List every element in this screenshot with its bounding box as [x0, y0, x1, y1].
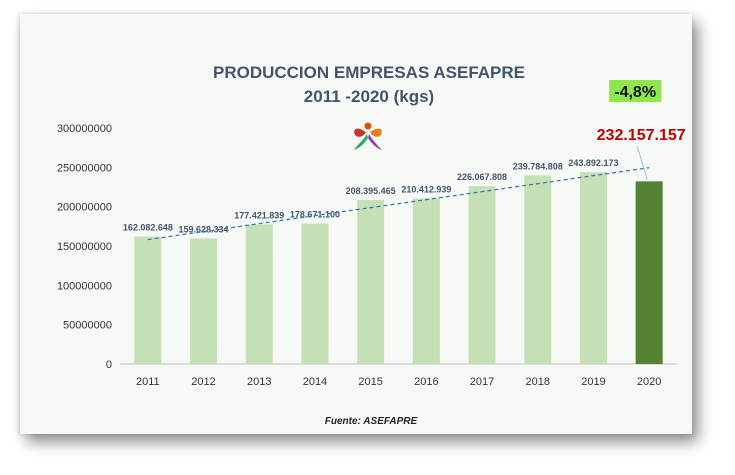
- chart-frame: PRODUCCION EMPRESAS ASEFAPRE 2011 -2020 …: [20, 14, 692, 434]
- y-tick-label: 50000000: [63, 320, 112, 332]
- x-tick-label: 2012: [191, 376, 215, 388]
- bar-data-label: 208.395.465: [346, 186, 396, 196]
- y-tick-label: 0: [106, 359, 112, 371]
- bar-data-label: 210.412.939: [401, 184, 451, 194]
- y-tick-label: 200000000: [57, 202, 112, 214]
- logo-leaf-left: [354, 128, 366, 137]
- chart-subtitle: 2011 -2020 (kgs): [304, 87, 434, 106]
- bar-data-label: 243.892.173: [568, 158, 618, 168]
- x-tick-label: 2011: [136, 376, 160, 388]
- bar-highlight: [635, 181, 663, 364]
- bar-data-label: 162.082.648: [123, 222, 173, 232]
- bars: [134, 172, 663, 364]
- bar: [190, 238, 218, 364]
- x-tick-label: 2013: [247, 376, 271, 388]
- logo-leaf-right: [370, 128, 382, 137]
- bar: [524, 175, 552, 364]
- y-tick-label: 150000000: [57, 241, 112, 253]
- bar: [579, 172, 607, 364]
- x-tick-label: 2016: [414, 376, 438, 388]
- bar-data-label: 159.628.334: [179, 224, 229, 234]
- source-note: Fuente: ASEFAPRE: [325, 416, 418, 427]
- trend-line: [147, 167, 650, 241]
- bar: [468, 186, 496, 364]
- change-badge-text: -4,8%: [614, 84, 656, 101]
- bar: [301, 223, 329, 364]
- brand-logo: [354, 122, 382, 150]
- x-tick-label: 2017: [470, 376, 494, 388]
- x-tick-label: 2020: [637, 376, 661, 388]
- change-badge: [609, 80, 662, 102]
- y-tick-label: 250000000: [57, 162, 112, 174]
- bar: [412, 198, 440, 364]
- data-labels: 162.082.648 159.628.334 177.421.839 178.671…: [123, 158, 619, 234]
- y-tick-label: 100000000: [57, 280, 112, 292]
- x-tick-label: 2014: [303, 376, 327, 388]
- bar: [245, 224, 273, 364]
- x-tick-label: 2015: [358, 376, 382, 388]
- bar: [357, 200, 385, 364]
- bar-data-label: 226.067.808: [457, 172, 507, 182]
- x-axis: 2011 2012 2013 2014 2015 2016 2017 2018 2019 2020: [136, 376, 661, 388]
- highlight-callout-line: [636, 145, 648, 180]
- logo-center: [364, 122, 372, 130]
- bar-data-label: 239.784.808: [513, 161, 563, 171]
- bar-data-label: 177.421.839: [234, 210, 284, 220]
- highlight-value-label: 232.157.157: [597, 127, 686, 144]
- x-tick-label: 2018: [526, 376, 550, 388]
- logo-stem-right: [368, 134, 382, 150]
- logo-stem-left: [354, 134, 368, 150]
- bar-chart: PRODUCCION EMPRESAS ASEFAPRE 2011 -2020 …: [57, 63, 686, 427]
- y-tick-label: 300000000: [57, 123, 112, 135]
- x-tick-label: 2019: [581, 376, 605, 388]
- bar: [134, 236, 162, 364]
- chart-title: PRODUCCION EMPRESAS ASEFAPRE: [213, 63, 525, 82]
- bar-data-label: 178.671.100: [290, 209, 340, 219]
